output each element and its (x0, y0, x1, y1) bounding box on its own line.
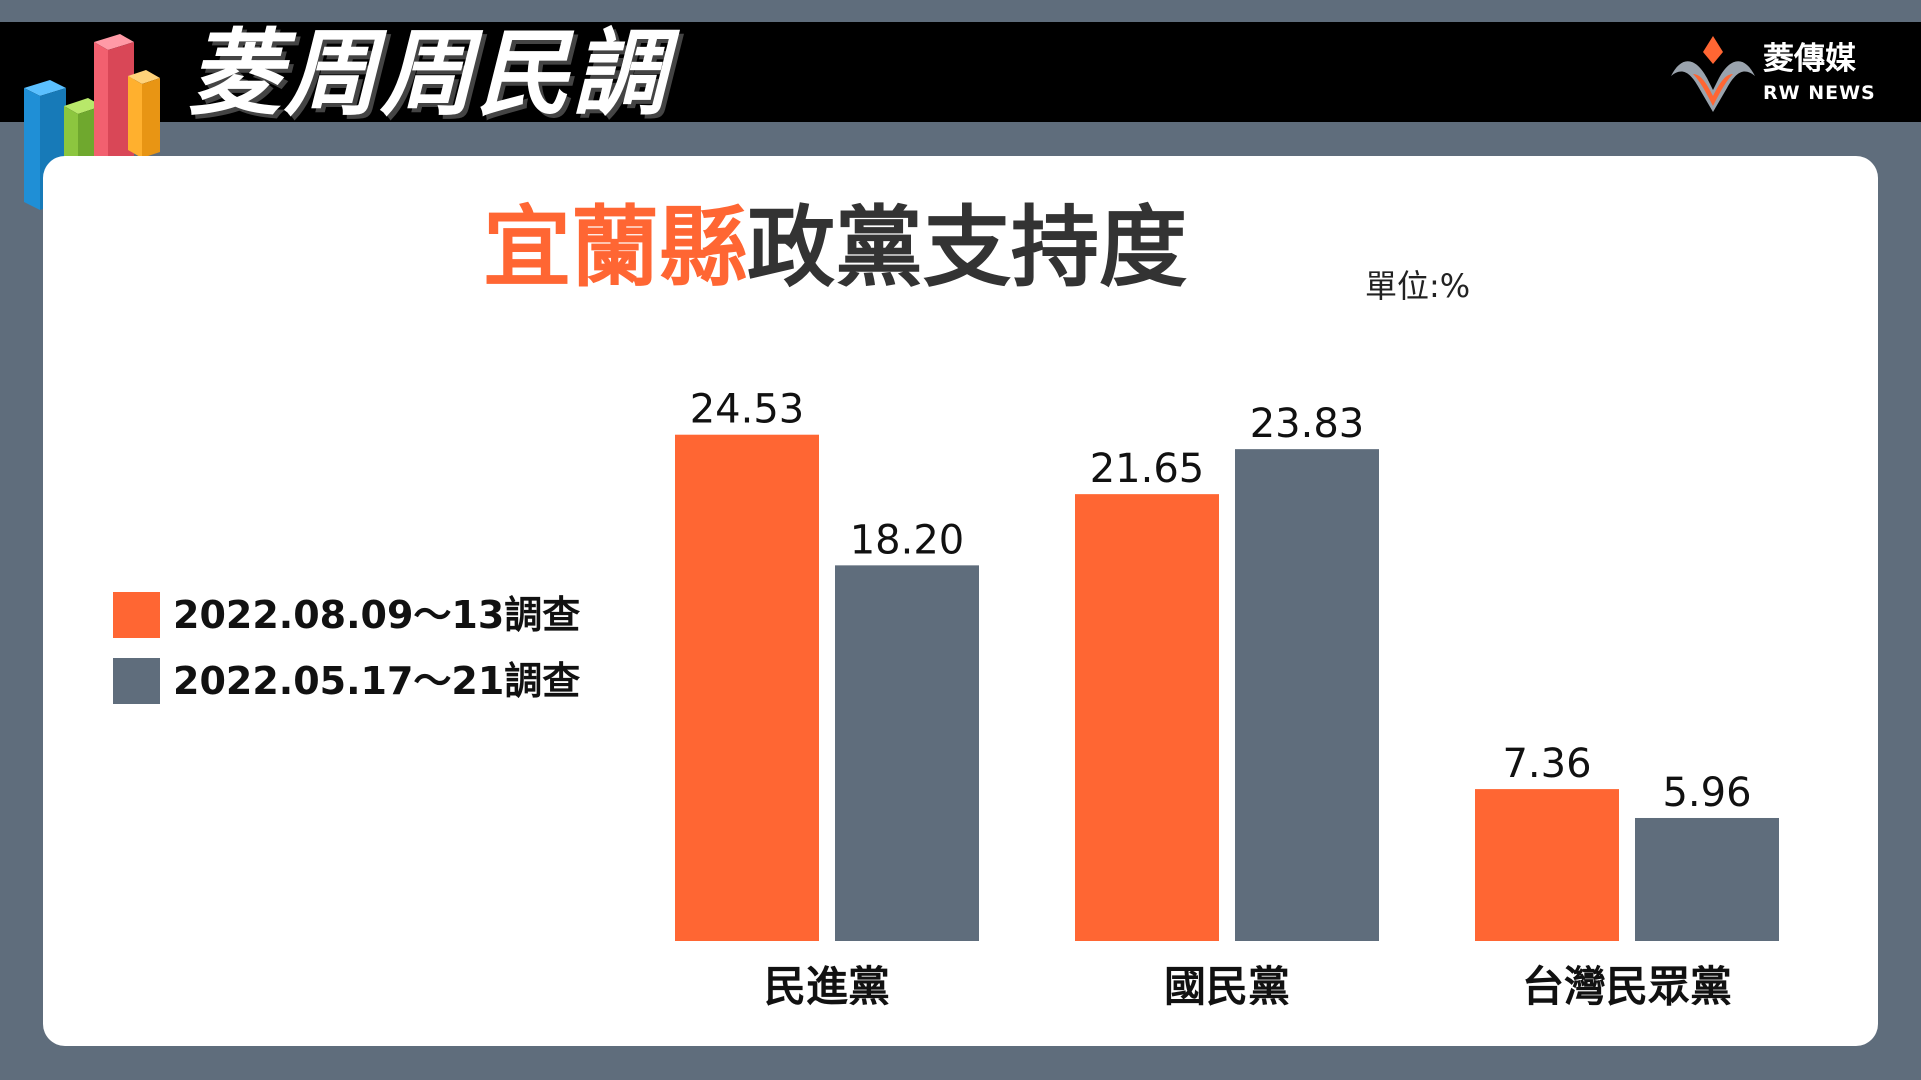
data-label-tpp-recent: 7.36 (1502, 741, 1591, 787)
logo-english-name: RW NEWS (1763, 82, 1876, 104)
bar-dpp-recent (675, 434, 819, 941)
data-label-tpp-previous: 5.96 (1662, 770, 1751, 816)
rw-news-logo: 菱傳媒 RW NEWS (1667, 34, 1887, 114)
bar-kmt-recent (1075, 494, 1219, 941)
data-label-kmt-previous: 23.83 (1250, 401, 1365, 447)
category-label-dpp: 民進黨 (764, 962, 890, 1011)
bar-kmt-previous (1235, 449, 1379, 941)
chart-title-region: 宜蘭縣 (483, 196, 748, 299)
category-label-tpp: 台灣民眾黨 (1522, 962, 1732, 1011)
rw-news-logo-icon (1671, 36, 1755, 112)
bar-tpp-previous (1635, 817, 1779, 941)
bar-dpp-previous (835, 565, 979, 941)
legend-label-previous: 2022.05.17～21調查 (173, 659, 581, 703)
bar-chart: 24.53 18.20 民進黨 21.65 23.83 國民黨 7.36 5.96 台灣民眾黨 (675, 387, 1779, 1011)
chart-panel: 宜蘭縣政黨支持度 單位:% 2022.08.09～13調查 2022.05.17… (43, 156, 1878, 1046)
chart-title-topic: 政黨支持度 (747, 196, 1188, 299)
legend-label-recent: 2022.08.09～13調查 (173, 593, 581, 637)
bar-tpp-recent (1475, 789, 1619, 941)
data-label-dpp-previous: 18.20 (850, 517, 965, 563)
data-label-dpp-recent: 24.53 (690, 387, 805, 433)
unit-label: 單位:% (1365, 267, 1471, 305)
logo-chinese-name: 菱傳媒 (1763, 41, 1856, 77)
brand-title: 菱周周民調 (188, 20, 669, 129)
header-bar (0, 22, 1921, 122)
category-label-kmt: 國民黨 (1164, 962, 1290, 1011)
data-label-kmt-recent: 21.65 (1090, 446, 1205, 492)
chart-title: 宜蘭縣政黨支持度 (483, 204, 1187, 292)
legend-swatch-recent (113, 592, 160, 638)
legend-swatch-previous (113, 658, 160, 704)
